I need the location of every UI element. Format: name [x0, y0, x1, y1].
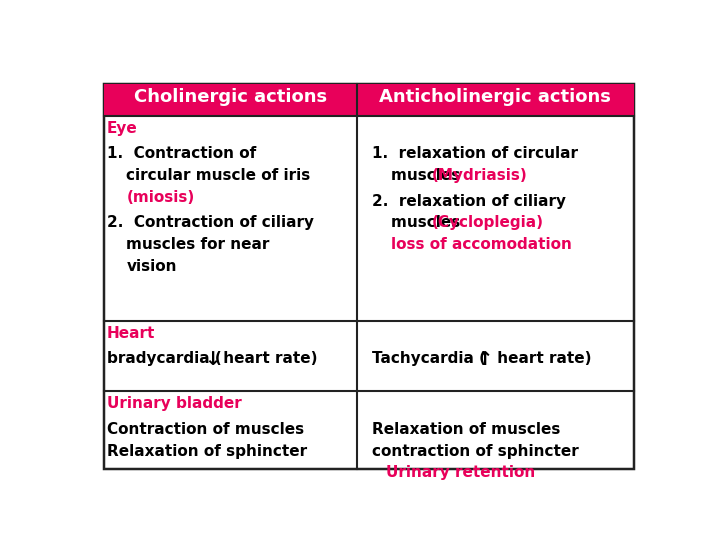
Text: 1.  relaxation of circular: 1. relaxation of circular — [372, 146, 577, 161]
Text: Anticholinergic actions: Anticholinergic actions — [379, 87, 611, 106]
Text: muscles: muscles — [392, 168, 466, 183]
Text: Tachycardia (: Tachycardia ( — [372, 352, 486, 366]
Text: loss of accomodation: loss of accomodation — [392, 237, 572, 252]
Bar — [104, 84, 356, 116]
Text: Urinary retention: Urinary retention — [386, 465, 535, 480]
Text: circular muscle of iris: circular muscle of iris — [126, 168, 310, 183]
Text: ↑: ↑ — [477, 349, 493, 369]
Text: (Cycloplegia): (Cycloplegia) — [431, 215, 544, 231]
Text: ↓: ↓ — [204, 349, 221, 369]
Text: (miosis): (miosis) — [126, 190, 194, 205]
Text: muscles: muscles — [392, 215, 466, 231]
Text: Eye: Eye — [107, 120, 138, 136]
Text: vision: vision — [126, 259, 177, 274]
Text: Contraction of muscles: Contraction of muscles — [107, 422, 304, 437]
Text: 2.  relaxation of ciliary: 2. relaxation of ciliary — [372, 194, 566, 208]
Text: heart rate): heart rate) — [492, 352, 591, 366]
Bar — [356, 84, 634, 116]
Text: Relaxation of sphincter: Relaxation of sphincter — [107, 443, 307, 458]
Text: Heart: Heart — [107, 326, 155, 341]
Text: 1.  Contraction of: 1. Contraction of — [107, 146, 256, 161]
Text: Relaxation of muscles: Relaxation of muscles — [372, 422, 560, 437]
Text: contraction of sphincter: contraction of sphincter — [372, 443, 579, 458]
Text: (Mydriasis): (Mydriasis) — [431, 168, 527, 183]
Text: Urinary bladder: Urinary bladder — [107, 396, 241, 411]
Text: muscles for near: muscles for near — [126, 237, 270, 252]
Text: 2.  Contraction of ciliary: 2. Contraction of ciliary — [107, 215, 314, 231]
Text: heart rate): heart rate) — [218, 352, 318, 366]
Text: bradycardia (: bradycardia ( — [107, 352, 222, 366]
Text: Cholinergic actions: Cholinergic actions — [134, 87, 327, 106]
